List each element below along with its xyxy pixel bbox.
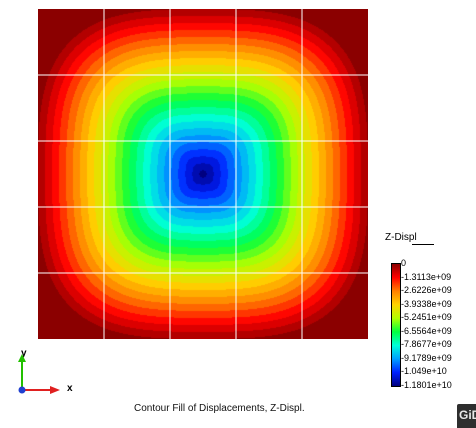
legend-label: -9.1789e+09 <box>401 352 452 363</box>
axis-y-label: y <box>21 348 27 359</box>
contour-legend: Z-Displ 0 -1.3113e+09 -2.6226e+09 -3.9338e+… <box>383 232 475 402</box>
legend-label: -1.049e+10 <box>401 366 447 377</box>
legend-title-underline <box>412 244 434 245</box>
legend-label: -1.1801e+10 <box>401 380 452 390</box>
axes-triad: y x <box>10 348 73 398</box>
legend-title: Z-Displ <box>385 232 417 243</box>
mesh-grid <box>38 9 368 339</box>
legend-label: -7.8677e+09 <box>401 339 452 350</box>
legend-label: -6.5564e+09 <box>401 325 452 336</box>
legend-label: -3.9338e+09 <box>401 298 452 309</box>
legend-label: 0 <box>401 258 407 268</box>
gid-logo: GiD <box>457 404 476 428</box>
legend-label: -5.2451e+09 <box>401 312 452 323</box>
legend-label: -1.3113e+09 <box>401 271 452 282</box>
legend-label: -2.6226e+09 <box>401 285 452 296</box>
axis-x-label: x <box>67 383 73 394</box>
contour-fill-plot <box>38 9 368 339</box>
plot-caption: Contour Fill of Displacements, Z-Displ. <box>134 403 305 414</box>
legend-color-bar <box>391 263 401 387</box>
axes-triad-icon <box>18 354 60 394</box>
